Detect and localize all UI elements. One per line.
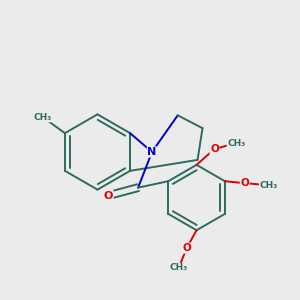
Text: CH₃: CH₃ (34, 113, 52, 122)
Text: O: O (210, 144, 219, 154)
Text: CH₃: CH₃ (169, 263, 188, 272)
Text: O: O (104, 190, 113, 201)
Text: CH₃: CH₃ (227, 139, 245, 148)
Text: O: O (240, 178, 249, 188)
Text: N: N (147, 147, 157, 157)
Text: CH₃: CH₃ (259, 181, 278, 190)
Text: O: O (182, 243, 191, 253)
